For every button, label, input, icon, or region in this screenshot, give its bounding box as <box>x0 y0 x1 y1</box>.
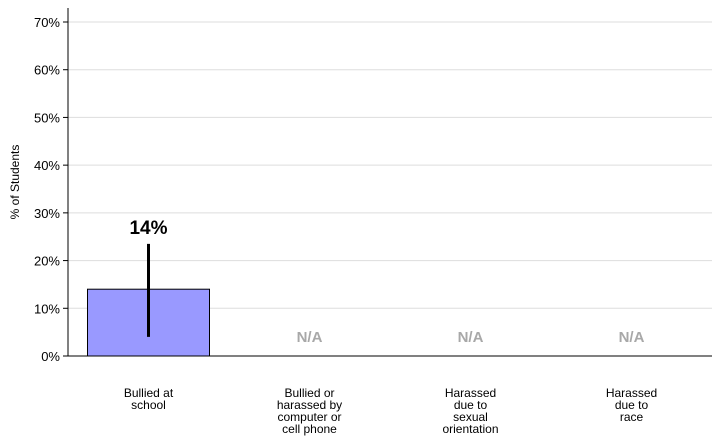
y-tick-label: 30% <box>34 206 60 221</box>
category-label-line: race <box>620 410 644 424</box>
gridlines <box>68 22 712 308</box>
category-label-line: orientation <box>442 422 498 436</box>
y-ticks: 0% 10% 20% 30% 40% 50% 60% 70% <box>34 15 68 364</box>
na-label: N/A <box>297 329 323 346</box>
category-label-line: cell phone <box>282 422 337 436</box>
y-tick-label: 10% <box>34 301 60 316</box>
category-label: Harassed due to race <box>606 386 657 424</box>
category-label: Bullied or harassed by computer or cell pho… <box>277 386 342 436</box>
y-axis-label: % of Students <box>8 145 22 220</box>
na-label: N/A <box>619 329 645 346</box>
value-label: 14% <box>129 218 167 239</box>
category-labels: Bullied at school Bullied or harassed by com… <box>124 386 657 436</box>
y-tick-label: 40% <box>34 158 60 173</box>
y-tick-label: 0% <box>41 349 60 364</box>
y-tick-label: 70% <box>34 15 60 30</box>
category-label: Harassed due to sexual orientation <box>442 386 498 436</box>
na-label: N/A <box>458 329 484 346</box>
category-label-line: school <box>131 398 166 412</box>
y-tick-label: 60% <box>34 63 60 78</box>
y-tick-label: 50% <box>34 110 60 125</box>
category-label: Bullied at school <box>124 386 174 412</box>
y-tick-label: 20% <box>34 254 60 269</box>
